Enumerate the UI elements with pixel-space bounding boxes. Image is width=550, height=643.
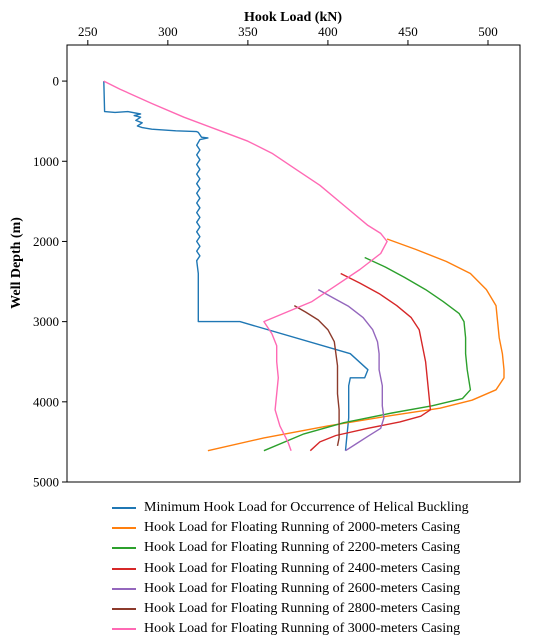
legend-label: Hook Load for Floating Running of 3000-m… bbox=[144, 621, 461, 637]
legend-item: Hook Load for Floating Running of 2200-m… bbox=[112, 538, 542, 558]
legend-swatch bbox=[112, 628, 136, 631]
series-line-4 bbox=[309, 272, 432, 452]
x-tick-label: 500 bbox=[478, 24, 498, 39]
y-axis-title: Well Depth (m) bbox=[9, 217, 24, 309]
x-tick-label: 250 bbox=[78, 24, 98, 39]
y-tick-label: 4000 bbox=[33, 394, 59, 409]
legend-item: Hook Load for Floating Running of 2800-m… bbox=[112, 599, 542, 619]
hook-load-chart: 250 300 350 400 450 500 0 1000 2000 3000 4000 5000… bbox=[9, 10, 521, 490]
legend-swatch bbox=[112, 507, 136, 510]
series-line-2 bbox=[207, 238, 505, 452]
x-tick-label: 450 bbox=[398, 24, 418, 39]
y-tick-label: 0 bbox=[53, 74, 60, 89]
legend-item: Minimum Hook Load for Occurrence of Heli… bbox=[112, 498, 542, 518]
y-tick-label: 1000 bbox=[33, 154, 59, 169]
legend-label: Minimum Hook Load for Occurrence of Heli… bbox=[144, 500, 469, 516]
series-line-5 bbox=[317, 288, 385, 452]
legend-label: Hook Load for Floating Running of 2000-m… bbox=[144, 520, 461, 536]
legend-label: Hook Load for Floating Running of 2400-m… bbox=[144, 560, 461, 576]
legend-swatch bbox=[112, 527, 136, 530]
plot-frame bbox=[66, 44, 521, 483]
legend-swatch bbox=[112, 608, 136, 611]
y-axis: 0 1000 2000 3000 4000 5000 bbox=[33, 74, 67, 490]
x-tick-label: 400 bbox=[318, 24, 338, 39]
legend-label: Hook Load for Floating Running of 2200-m… bbox=[144, 540, 461, 556]
legend-label: Hook Load for Floating Running of 2800-m… bbox=[144, 601, 461, 617]
y-tick-label: 5000 bbox=[33, 475, 59, 490]
series-line-3 bbox=[263, 256, 472, 452]
y-tick-label: 2000 bbox=[33, 234, 59, 249]
x-tick-label: 350 bbox=[238, 24, 258, 39]
legend-swatch bbox=[112, 567, 136, 570]
legend: Minimum Hook Load for Occurrence of Heli… bbox=[112, 498, 542, 639]
legend-swatch bbox=[112, 547, 136, 550]
legend-label: Hook Load for Floating Running of 2600-m… bbox=[144, 580, 461, 596]
series-line-6 bbox=[293, 304, 340, 447]
series-line-7 bbox=[103, 80, 388, 451]
legend-item: Hook Load for Floating Running of 3000-m… bbox=[112, 619, 542, 639]
x-axis: 250 300 350 400 450 500 bbox=[78, 24, 498, 45]
legend-item: Hook Load for Floating Running of 2000-m… bbox=[112, 518, 542, 538]
series-line-1 bbox=[103, 81, 369, 451]
legend-item: Hook Load for Floating Running of 2400-m… bbox=[112, 559, 542, 579]
legend-item: Hook Load for Floating Running of 2600-m… bbox=[112, 579, 542, 599]
legend-swatch bbox=[112, 587, 136, 590]
series-layer bbox=[103, 80, 505, 452]
x-tick-label: 300 bbox=[158, 24, 178, 39]
y-tick-label: 3000 bbox=[33, 314, 59, 329]
x-axis-title: Hook Load (kN) bbox=[244, 10, 342, 25]
